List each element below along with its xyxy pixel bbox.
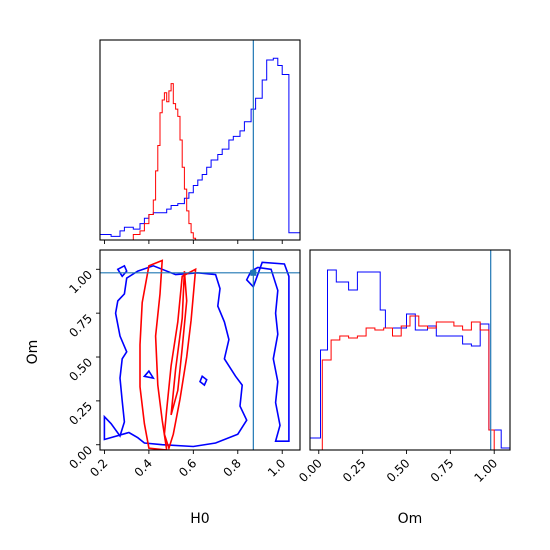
contour-line-red-6 [139, 259, 168, 450]
om-x-tick-label-2: 0.50 [384, 456, 413, 485]
x-axis-label-om: Om [398, 511, 423, 527]
om-marginal-histogram: 0.00 0.25 0.50 0.75 1.00 [296, 249, 511, 485]
joint-y-tick-label-2: 0.50 [66, 355, 95, 384]
om-x-tick-label-0: 0.00 [296, 456, 325, 485]
contour-line-blue-3 [116, 264, 128, 278]
contour-line-blue-5 [142, 369, 155, 380]
joint-y-tick-label-4: 1.00 [66, 268, 95, 297]
joint-frame [99, 249, 301, 451]
joint-x-tick-label-4: 1.0 [265, 456, 288, 479]
om-x-tick-label-3: 0.75 [428, 456, 457, 485]
joint-y-tick-label-1: 0.25 [66, 399, 95, 428]
contour-line-red-7 [163, 267, 197, 450]
h0-histogram-series-2 [132, 83, 197, 240]
joint-x-tick-label-2: 0.6 [176, 456, 199, 479]
truth-marker [250, 269, 257, 276]
joint-x-tick-label-0: 0.2 [87, 456, 110, 479]
h0-hist-frame [99, 39, 301, 241]
x-axis-label-h0: H0 [190, 511, 209, 527]
contour-line-red-8 [170, 271, 188, 416]
om-histogram-series-2 [318, 315, 495, 451]
contour-line-blue-1 [103, 264, 248, 448]
contour-line-blue-4 [199, 375, 208, 387]
joint-y-tick-label-3: 0.75 [66, 311, 95, 340]
contour-line-blue-2 [245, 261, 290, 443]
y-axis-label-om: Om [25, 340, 41, 365]
om-x-tick-label-1: 0.25 [340, 456, 369, 485]
om-histogram-series-1 [309, 269, 511, 450]
h0-om-joint-contour-panel: 0.2 0.4 0.6 0.8 1.00.000.250.500.751.00 [66, 249, 301, 480]
om-x-tick-label-4: 1.00 [472, 456, 501, 485]
joint-x-tick-label-1: 0.4 [132, 456, 155, 479]
joint-x-tick-label-3: 0.8 [220, 456, 243, 479]
om-hist-frame [309, 249, 511, 451]
joint-contour-group [103, 259, 290, 450]
h0-histogram-series-1 [99, 57, 301, 240]
h0-marginal-histogram [99, 39, 301, 244]
